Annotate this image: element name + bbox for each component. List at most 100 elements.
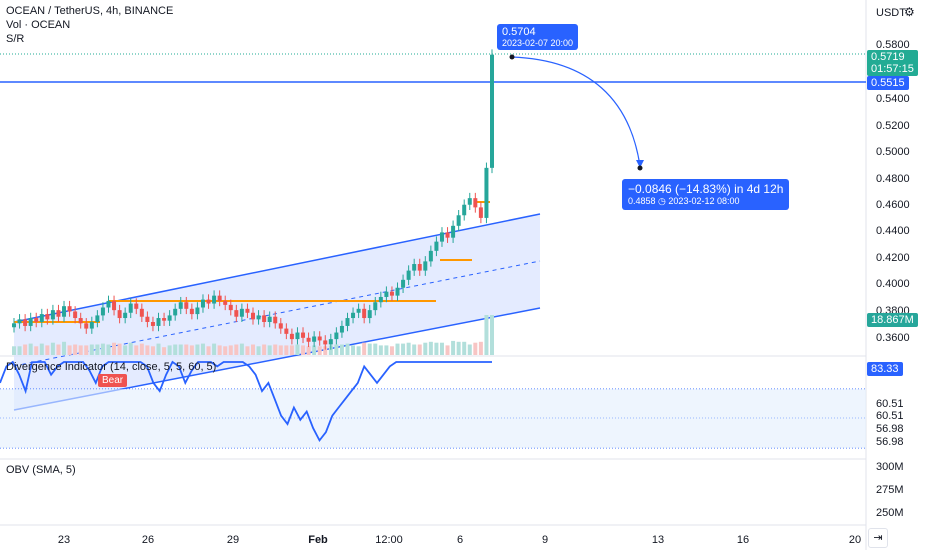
- projection-arrow[interactable]: [511, 56, 641, 167]
- candle-body[interactable]: [173, 308, 178, 316]
- candle-body[interactable]: [128, 303, 133, 313]
- candle-body[interactable]: [45, 314, 50, 320]
- sr-level-tag[interactable]: 0.5515: [867, 76, 909, 90]
- candle-body[interactable]: [89, 321, 94, 329]
- candle-body[interactable]: [139, 308, 144, 317]
- candle-body[interactable]: [478, 207, 483, 218]
- candle-body[interactable]: [262, 315, 267, 322]
- obv-legend[interactable]: OBV (SMA, 5): [6, 464, 76, 476]
- candle-body[interactable]: [367, 310, 372, 319]
- candle-body[interactable]: [267, 316, 272, 322]
- candle-body[interactable]: [228, 304, 233, 311]
- candle-body[interactable]: [389, 291, 394, 296]
- candle-body[interactable]: [484, 167, 489, 218]
- candle-body[interactable]: [251, 312, 255, 320]
- candle-body[interactable]: [362, 308, 367, 319]
- candle-body[interactable]: [234, 310, 239, 317]
- volume-legend[interactable]: Vol · OCEAN: [6, 19, 71, 31]
- candle-body[interactable]: [112, 300, 117, 311]
- candle-body[interactable]: [378, 296, 383, 303]
- candle-body[interactable]: [17, 319, 22, 324]
- candle-body[interactable]: [206, 299, 211, 304]
- measure-annotation[interactable]: −0.0846 (−14.83%) in 4d 12h 0.4858 ◷ 202…: [622, 179, 790, 210]
- candle-body[interactable]: [467, 198, 472, 205]
- candle-body[interactable]: [78, 318, 83, 324]
- candle-body[interactable]: [178, 302, 183, 309]
- candle-body[interactable]: [490, 54, 494, 168]
- candle-body[interactable]: [123, 312, 128, 319]
- candle-body[interactable]: [162, 318, 167, 321]
- time-axis[interactable]: 23 26 29 Feb 12:00 6 9 13 16 20: [58, 534, 861, 546]
- sr-legend[interactable]: S/R: [6, 33, 25, 45]
- candle-body[interactable]: [295, 332, 300, 340]
- candle-body[interactable]: [67, 306, 72, 312]
- candle-body[interactable]: [95, 315, 100, 322]
- candle-body[interactable]: [56, 310, 61, 317]
- candle-body[interactable]: [23, 319, 28, 326]
- divergence-legend[interactable]: Divergence Indicator (14, close, 5, 5, 6…: [6, 361, 217, 373]
- divergence-current-tag[interactable]: 83.33: [867, 362, 903, 376]
- candle-body[interactable]: [106, 300, 111, 308]
- candle-body[interactable]: [445, 232, 450, 238]
- obv-axis[interactable]: 300M 275M 250M: [876, 461, 904, 519]
- candle-body[interactable]: [351, 312, 356, 319]
- candle-body[interactable]: [406, 270, 411, 280]
- candle-body[interactable]: [312, 336, 317, 342]
- candle-body[interactable]: [284, 328, 289, 334]
- candle-body[interactable]: [28, 318, 33, 326]
- candle-body[interactable]: [62, 306, 67, 317]
- candle-body[interactable]: [217, 295, 222, 301]
- candle-body[interactable]: [301, 332, 306, 338]
- candle-body[interactable]: [473, 198, 478, 208]
- candlestick-series[interactable]: [12, 49, 494, 350]
- peak-point[interactable]: [509, 54, 515, 60]
- candle-body[interactable]: [117, 310, 122, 319]
- candle-body[interactable]: [273, 316, 278, 324]
- candle-body[interactable]: [428, 250, 433, 262]
- candle-body[interactable]: [462, 204, 467, 216]
- gear-icon[interactable]: ⚙: [904, 5, 915, 19]
- goto-icon[interactable]: ⇥: [868, 528, 888, 548]
- candle-body[interactable]: [334, 332, 339, 340]
- candle-body[interactable]: [401, 279, 406, 288]
- candle-body[interactable]: [456, 215, 461, 226]
- candle-body[interactable]: [328, 339, 333, 345]
- volume-value-tag[interactable]: 18.867M: [867, 313, 918, 327]
- currency-label[interactable]: USDT: [876, 7, 906, 19]
- candle-body[interactable]: [156, 318, 161, 326]
- candle-body[interactable]: [50, 310, 55, 320]
- candle-body[interactable]: [239, 308, 244, 317]
- candle-body[interactable]: [289, 333, 294, 340]
- current-price-tag[interactable]: 0.5719 01:57:15: [867, 50, 918, 76]
- candle-body[interactable]: [439, 232, 444, 242]
- candle-body[interactable]: [212, 295, 217, 304]
- candle-body[interactable]: [184, 302, 189, 309]
- candle-body[interactable]: [39, 314, 44, 322]
- candle-body[interactable]: [223, 300, 228, 305]
- symbol-legend[interactable]: OCEAN / TetherUS, 4h, BINANCE: [6, 5, 174, 17]
- candle-body[interactable]: [145, 316, 150, 322]
- candle-body[interactable]: [323, 340, 328, 345]
- candle-body[interactable]: [84, 323, 89, 329]
- candle-body[interactable]: [339, 325, 344, 333]
- peak-annotation[interactable]: 0.5704 2023-02-07 20:00: [497, 24, 579, 50]
- target-point[interactable]: [637, 165, 643, 171]
- candle-body[interactable]: [100, 307, 105, 316]
- candle-body[interactable]: [417, 264, 422, 271]
- candle-body[interactable]: [134, 303, 139, 309]
- candle-body[interactable]: [245, 308, 250, 313]
- candle-body[interactable]: [412, 264, 417, 271]
- candle-body[interactable]: [189, 308, 194, 315]
- candle-body[interactable]: [317, 336, 322, 341]
- candle-body[interactable]: [423, 261, 428, 271]
- candle-body[interactable]: [278, 323, 283, 329]
- candle-body[interactable]: [200, 299, 205, 308]
- candle-body[interactable]: [195, 307, 200, 315]
- candle-body[interactable]: [434, 241, 439, 251]
- candle-body[interactable]: [395, 287, 400, 296]
- candle-body[interactable]: [306, 337, 311, 342]
- candle-body[interactable]: [384, 291, 389, 297]
- candle-body[interactable]: [167, 315, 172, 321]
- candle-body[interactable]: [12, 323, 16, 328]
